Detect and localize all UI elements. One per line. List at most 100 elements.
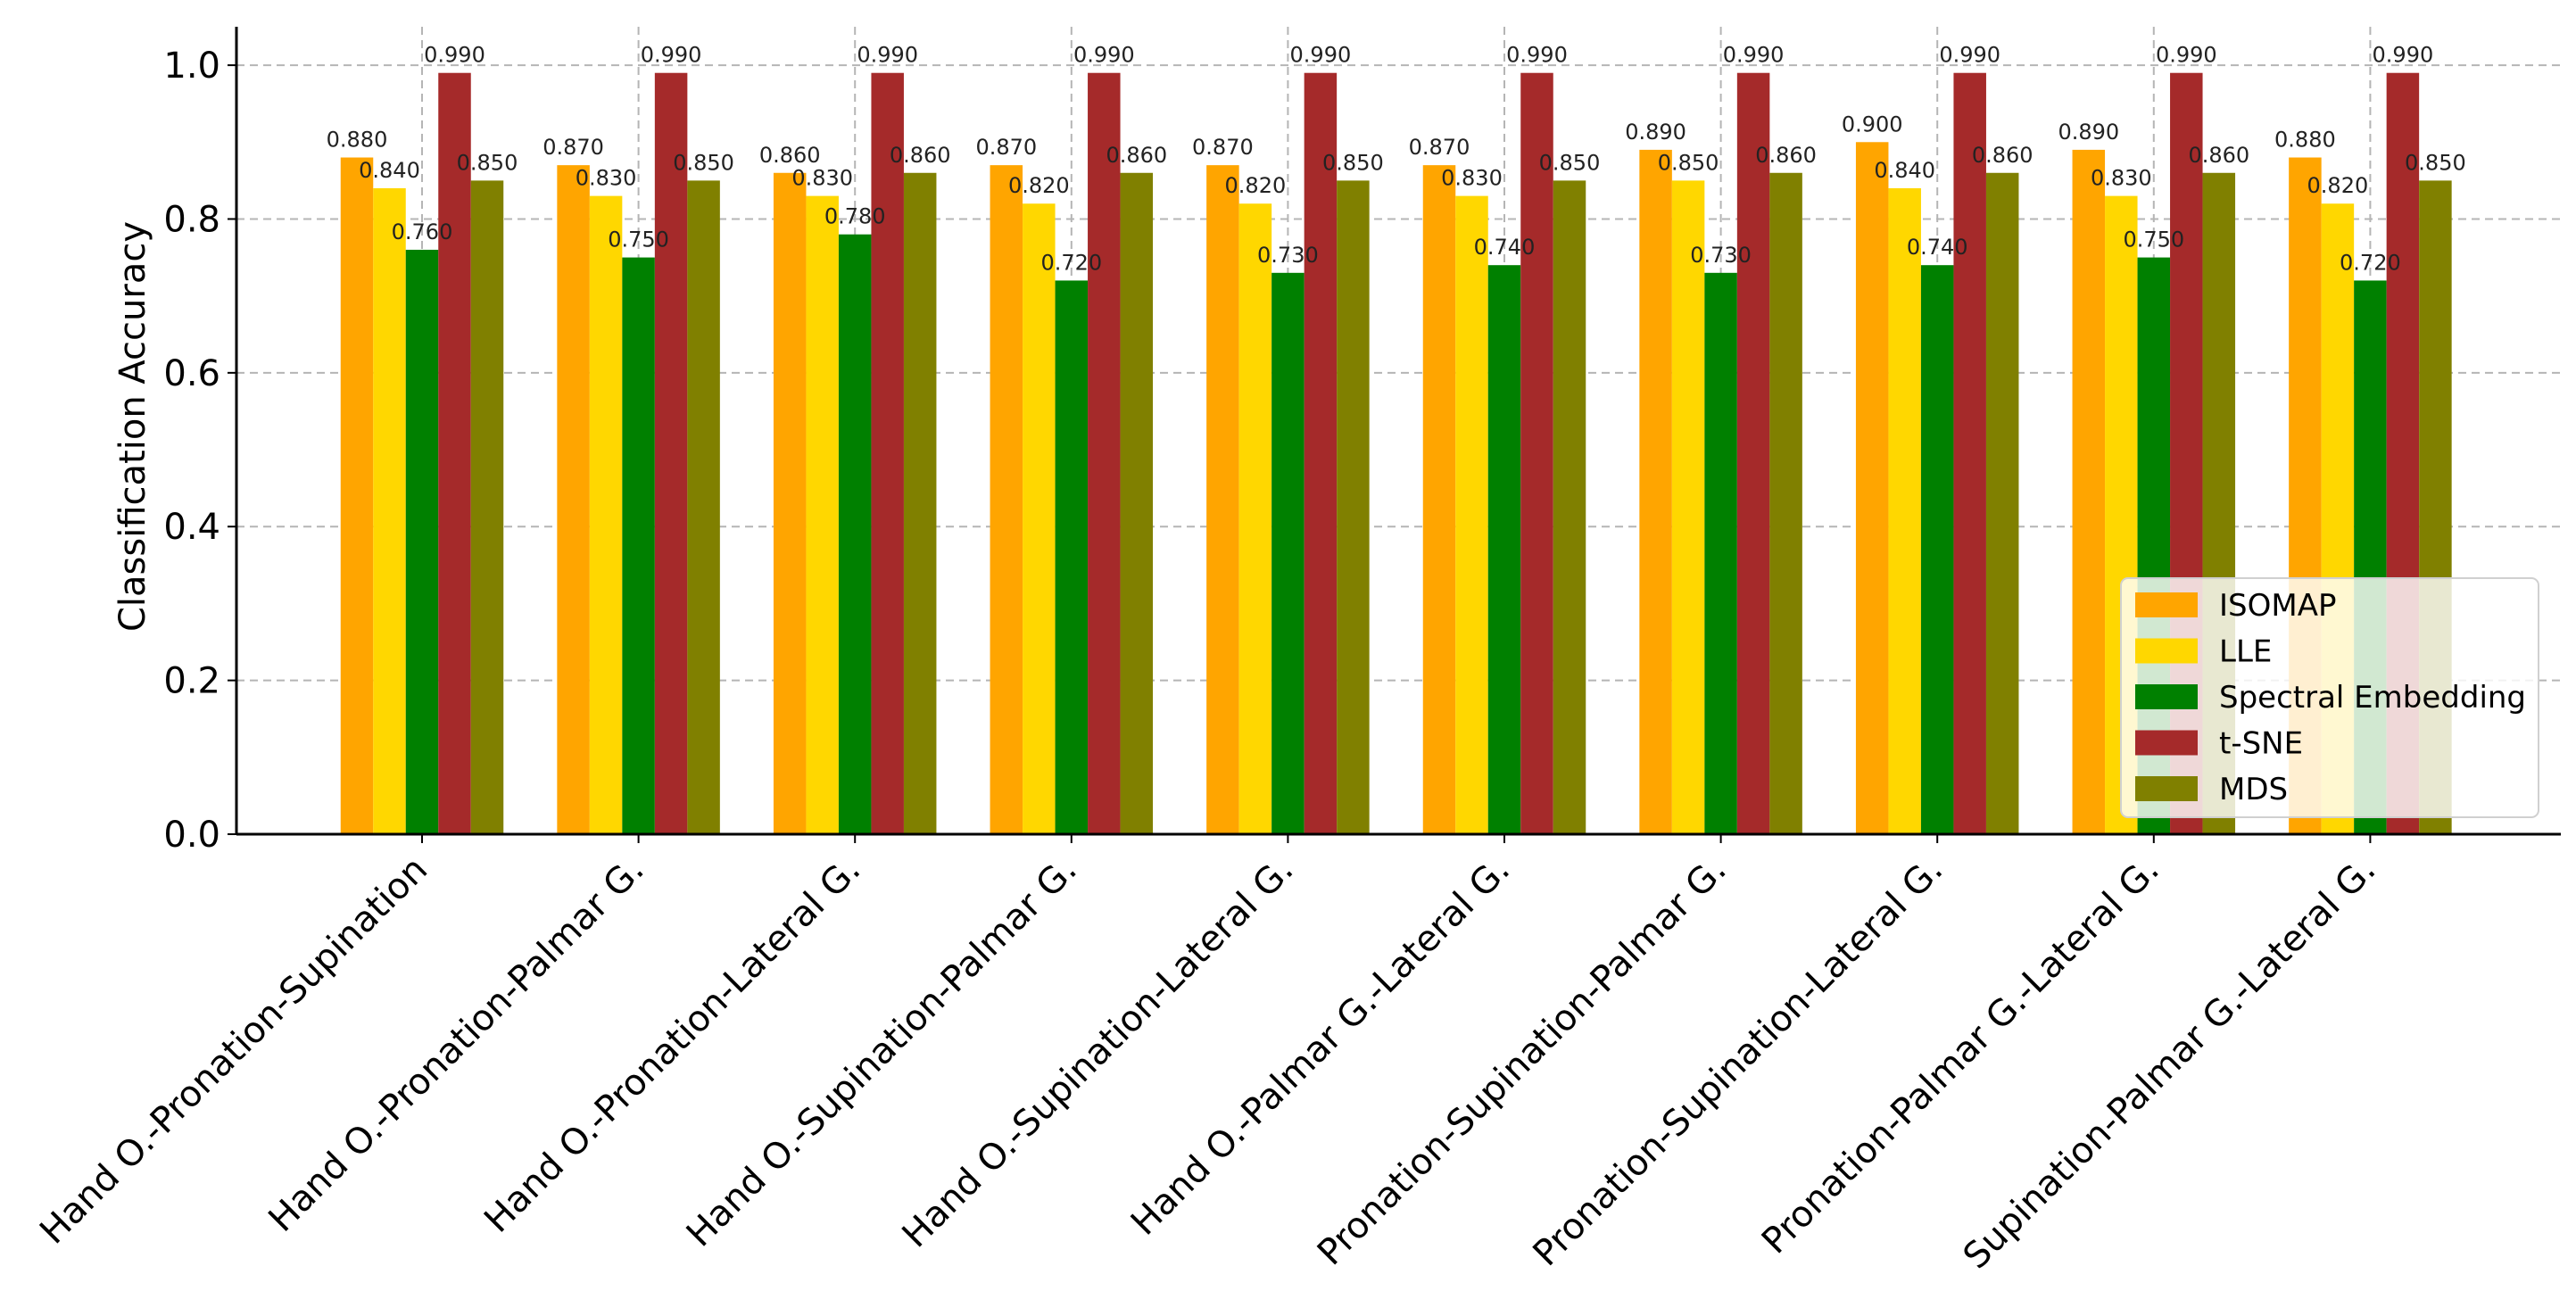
y-tick-label: 0.4 xyxy=(163,507,220,548)
data-label: 0.860 xyxy=(890,143,951,168)
bar-mds xyxy=(1553,180,1586,834)
bar-spectral-embedding xyxy=(838,234,872,834)
bar-t-sne xyxy=(1520,72,1553,834)
bar-t-sne xyxy=(871,72,904,834)
bar-lle xyxy=(373,188,406,834)
data-label: 0.720 xyxy=(2340,250,2401,275)
bar-spectral-embedding xyxy=(1055,280,1089,834)
data-label: 0.780 xyxy=(824,204,886,229)
bar-spectral-embedding xyxy=(1487,265,1521,834)
data-label: 0.850 xyxy=(457,150,518,175)
bar-lle xyxy=(806,195,839,835)
bar-isomap xyxy=(557,165,590,835)
bar-mds xyxy=(1769,172,1802,834)
data-label: 0.730 xyxy=(1690,243,1752,268)
x-tick-label: Supination-Palmar G.-Lateral G. xyxy=(1956,849,2384,1278)
data-label: 0.990 xyxy=(857,43,918,68)
legend-swatch xyxy=(2135,592,2198,617)
data-label: 0.890 xyxy=(1625,120,1686,145)
data-label: 0.990 xyxy=(1073,43,1135,68)
legend-swatch xyxy=(2135,730,2198,756)
data-label: 0.850 xyxy=(1539,150,1601,175)
data-label: 0.870 xyxy=(1409,135,1470,160)
bars xyxy=(340,72,2452,835)
data-label: 0.860 xyxy=(1972,143,2033,168)
data-label: 0.720 xyxy=(1040,250,1102,275)
bar-mds xyxy=(1985,172,2019,834)
data-label: 0.740 xyxy=(1474,235,1536,260)
data-label: 0.860 xyxy=(1755,143,1817,168)
x-tick-label: Pronation-Palmar G.-Lateral G. xyxy=(1754,849,2167,1262)
x-tick-label: Hand O.-Pronation-Palmar G. xyxy=(261,849,651,1240)
data-label: 0.990 xyxy=(2156,43,2217,68)
data-label: 0.990 xyxy=(1506,43,1568,68)
bar-lle xyxy=(1671,180,1705,834)
data-label: 0.880 xyxy=(2274,128,2336,153)
data-label: 0.870 xyxy=(975,135,1037,160)
legend-label: Spectral Embedding xyxy=(2219,680,2526,716)
bar-isomap xyxy=(2072,149,2106,834)
data-label: 0.990 xyxy=(1723,43,1785,68)
x-tick-label: Hand O.-Supination-Palmar G. xyxy=(679,849,1085,1255)
y-axis-label: Classification Accuracy xyxy=(112,221,153,632)
legend-swatch xyxy=(2135,684,2198,709)
y-tick-label: 1.0 xyxy=(163,46,220,87)
bar-lle xyxy=(1238,203,1272,834)
data-label: 0.870 xyxy=(543,135,604,160)
bar-t-sne xyxy=(438,72,471,834)
data-label: 0.830 xyxy=(791,166,853,191)
bar-mds xyxy=(903,172,937,834)
bar-lle xyxy=(589,195,623,835)
data-label: 0.990 xyxy=(1290,43,1352,68)
bar-t-sne xyxy=(1088,72,1121,834)
x-tick-label: Hand O.-Supination-Lateral G. xyxy=(895,849,1302,1256)
bar-mds xyxy=(687,180,720,834)
data-label: 0.880 xyxy=(327,128,388,153)
bar-isomap xyxy=(1639,149,1672,834)
data-label: 0.820 xyxy=(2307,173,2369,198)
x-tick-label: Pronation-Supination-Palmar G. xyxy=(1310,849,1735,1274)
y-tick-label: 0.6 xyxy=(163,353,220,394)
data-label: 0.860 xyxy=(1106,143,1167,168)
data-label: 0.820 xyxy=(1225,173,1287,198)
bar-isomap xyxy=(1422,165,1456,835)
bar-isomap xyxy=(1206,165,1239,835)
bar-isomap xyxy=(1855,142,1889,835)
bar-lle xyxy=(1888,188,1921,834)
data-label: 0.840 xyxy=(1874,158,1935,183)
y-tick-label: 0.0 xyxy=(163,815,220,856)
y-tick-label: 0.8 xyxy=(163,199,220,240)
data-labels: 0.880 0.870 0.860 0.870 0.870 0.870 0.890 0.900… xyxy=(327,43,2466,276)
bar-spectral-embedding xyxy=(1271,272,1305,834)
bar-lle xyxy=(1023,203,1056,834)
bar-t-sne xyxy=(1736,72,1770,834)
data-label: 0.990 xyxy=(424,43,485,68)
data-label: 0.750 xyxy=(2123,228,2184,252)
bar-t-sne xyxy=(1304,72,1338,834)
data-label: 0.990 xyxy=(2373,43,2434,68)
legend-label: ISOMAP xyxy=(2219,588,2336,624)
x-tick-label: Hand O.-Pronation-Lateral G. xyxy=(476,849,868,1241)
data-label: 0.990 xyxy=(1939,43,2000,68)
data-label: 0.830 xyxy=(1441,166,1503,191)
data-label: 0.830 xyxy=(576,166,637,191)
data-label: 0.900 xyxy=(1842,112,1903,137)
data-label: 0.730 xyxy=(1257,243,1319,268)
bar-mds xyxy=(470,180,504,834)
data-label: 0.830 xyxy=(2091,166,2152,191)
data-label: 0.850 xyxy=(1658,150,1719,175)
bar-spectral-embedding xyxy=(622,257,655,835)
bar-spectral-embedding xyxy=(1920,265,1954,834)
data-label: 0.820 xyxy=(1008,173,1070,198)
legend-box xyxy=(2120,577,2539,818)
bar-isomap xyxy=(990,165,1023,835)
data-label: 0.760 xyxy=(392,219,453,244)
bar-t-sne xyxy=(654,72,688,834)
bar-spectral-embedding xyxy=(405,249,439,834)
data-label: 0.850 xyxy=(673,150,734,175)
x-tick-label: Hand O.-Pronation-Supination xyxy=(32,849,435,1253)
legend-swatch xyxy=(2135,776,2198,801)
x-tick-label: Pronation-Supination-Lateral G. xyxy=(1526,849,1951,1275)
data-label: 0.740 xyxy=(1907,235,1968,260)
